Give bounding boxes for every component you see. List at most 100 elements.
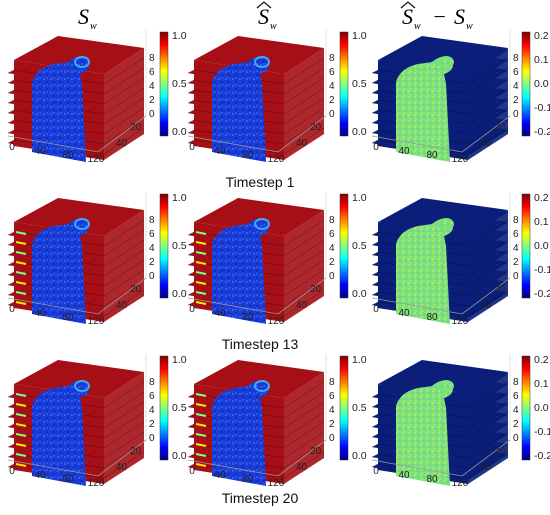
- plume-region: [212, 380, 269, 486]
- layer-edge: [187, 129, 195, 135]
- x-tick-label: 80: [426, 312, 438, 323]
- z-tick-label: 8: [513, 53, 519, 64]
- plume-region: [32, 380, 89, 486]
- block-top-face: [14, 360, 144, 398]
- layer-edge: [187, 423, 195, 429]
- x-tick-label: 0: [373, 142, 379, 153]
- colorbar: [339, 193, 349, 299]
- column-symbol: S: [78, 4, 89, 29]
- z-tick-label: 8: [329, 215, 335, 226]
- column-symbol-2: S: [454, 4, 465, 29]
- layer-edge: [371, 433, 379, 439]
- x-tick-label: 120: [88, 154, 105, 165]
- colorbar-tick-label: 0.5: [172, 402, 187, 414]
- block-top-face: [194, 360, 324, 398]
- z-tick-label: 0: [149, 271, 155, 282]
- front-streak: [15, 241, 27, 245]
- block-side-face: [284, 48, 324, 160]
- z-tick-label: 2: [329, 419, 335, 430]
- minus-sign: −: [432, 4, 447, 29]
- block-side-face: [104, 48, 144, 160]
- y-tick-label: 40: [296, 462, 308, 473]
- z-tick-label: 0: [513, 109, 519, 120]
- layer-edge: [7, 433, 15, 439]
- x-tick-label: 40: [34, 308, 46, 319]
- layer-edge: [7, 413, 15, 419]
- front-streak: [15, 301, 27, 305]
- front-streak: [15, 463, 27, 467]
- x-tick-label: 40: [34, 146, 46, 157]
- z-tick-label: 0: [329, 109, 335, 120]
- layer-edge: [187, 119, 195, 125]
- layer-edge: [187, 109, 195, 115]
- z-tick-label: 8: [329, 377, 335, 388]
- layer-edge: [371, 251, 379, 257]
- timestep-label: Timestep 20: [222, 490, 299, 506]
- front-streak: [15, 453, 27, 457]
- layer-edge: [371, 443, 379, 449]
- z-tick-label: 4: [513, 405, 519, 416]
- block-top-face: [14, 198, 144, 236]
- plume-ring: [74, 380, 90, 392]
- z-tick-label: 8: [149, 215, 155, 226]
- colorbar-tick-label: 0.5: [352, 240, 367, 252]
- y-tick-label: 20: [494, 446, 506, 457]
- z-tick-label: 4: [329, 81, 335, 92]
- x-tick-label: 40: [34, 470, 46, 481]
- front-streak: [195, 443, 207, 447]
- layer-edge: [187, 271, 195, 277]
- x-tick-label: 80: [426, 150, 438, 161]
- x-tick-label: 40: [398, 308, 410, 319]
- layer-edge: [371, 463, 379, 469]
- colorbar-tick-label: -0.2: [534, 288, 550, 300]
- colorbar: [521, 355, 531, 461]
- layer-edge: [371, 109, 379, 115]
- z-tick-label: 6: [513, 391, 519, 402]
- x-tick-label: 0: [189, 466, 195, 477]
- plume-ring: [254, 380, 270, 392]
- colorbar-tick-label: 0.5: [172, 78, 187, 90]
- colorbar-tick-label: 0.0: [172, 288, 187, 300]
- colorbar-tick-label: 0.5: [352, 78, 367, 90]
- colorbar-tick-label: 0.5: [352, 402, 367, 414]
- colorbar-tick-label: 0.1: [534, 378, 549, 390]
- block-top-face: [378, 36, 508, 74]
- y-tick-label: 40: [296, 300, 308, 311]
- z-tick-label: 2: [513, 419, 519, 430]
- colorbar-tick-label: 1.0: [352, 30, 367, 42]
- front-streak: [15, 271, 27, 275]
- front-streak: [15, 231, 27, 235]
- layer-edge: [187, 231, 195, 237]
- layer-edge: [7, 79, 15, 85]
- layer-edge: [371, 271, 379, 277]
- z-tick-label: 2: [149, 95, 155, 106]
- x-tick-label: 120: [268, 316, 285, 327]
- layer-edge: [371, 79, 379, 85]
- axis-frame: [187, 115, 327, 153]
- z-tick-label: 2: [329, 95, 335, 106]
- y-tick-label: 20: [310, 284, 322, 295]
- z-tick-label: 4: [149, 81, 155, 92]
- hat-accent: [400, 1, 416, 9]
- z-tick-label: 2: [149, 257, 155, 268]
- y-tick-label: 20: [310, 446, 322, 457]
- front-streak: [195, 393, 207, 397]
- column-subscript: w: [414, 21, 421, 32]
- layer-edge: [7, 109, 15, 115]
- z-tick-label: 4: [513, 81, 519, 92]
- front-streak: [195, 301, 207, 305]
- x-tick-label: 120: [268, 478, 285, 489]
- x-tick-label: 40: [214, 308, 226, 319]
- colorbar: [159, 31, 169, 137]
- layer-edge: [187, 413, 195, 419]
- y-tick-label: 20: [130, 284, 142, 295]
- x-tick-label: 0: [9, 142, 15, 153]
- layer-edge: [371, 403, 379, 409]
- x-tick-label: 0: [9, 466, 15, 477]
- front-streak: [15, 443, 27, 447]
